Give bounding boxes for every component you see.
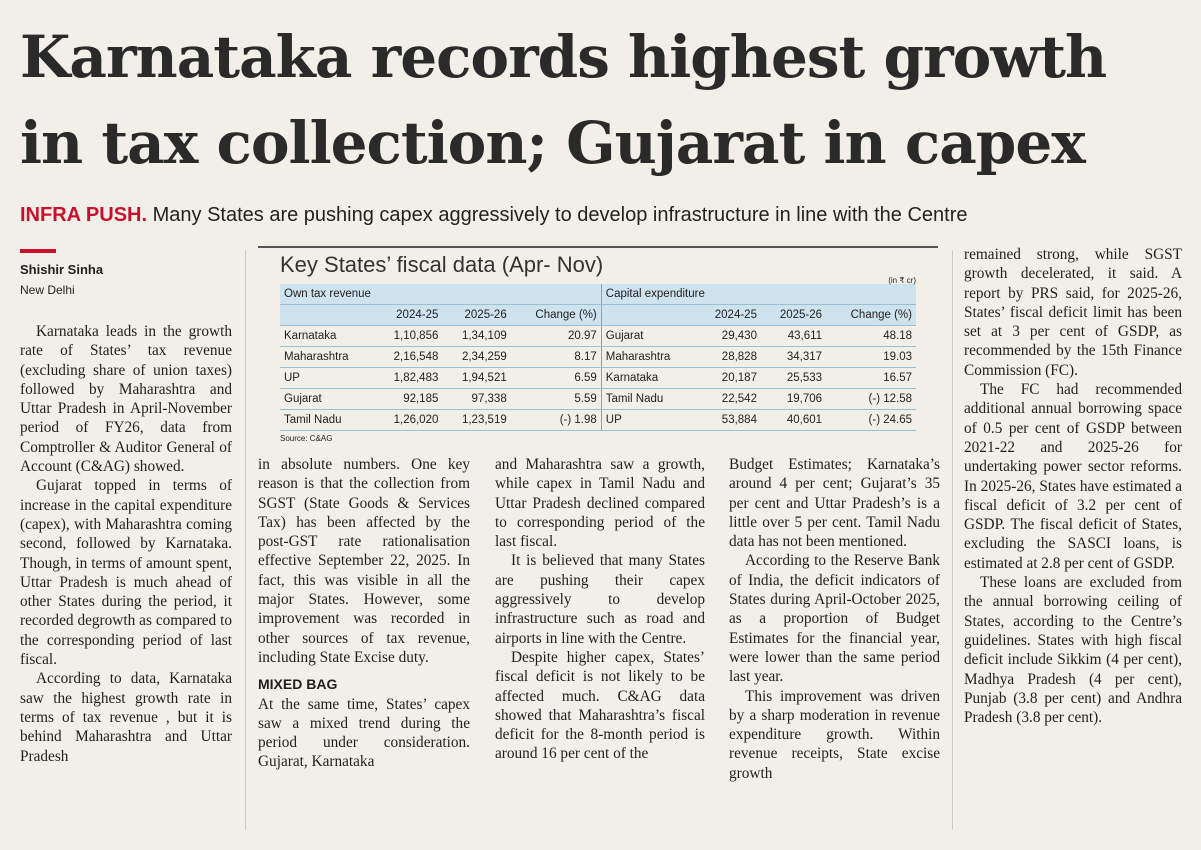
deck-text: Many States are pushing capex aggressive… <box>152 204 968 226</box>
state-name: Karnataka <box>280 325 375 347</box>
state-name: Tamil Nadu <box>601 388 696 410</box>
group-heading: Own tax revenue <box>280 284 602 305</box>
deck: INFRA PUSH. Many States are pushing cape… <box>20 204 968 227</box>
paragraph: It is believed that many States are push… <box>495 552 705 647</box>
table-cell: 53,884 <box>695 409 761 431</box>
fiscal-table-box: Key States’ fiscal data (Apr- Nov) (in ₹… <box>258 252 938 443</box>
state-name: Tamil Nadu <box>280 409 375 431</box>
table-cell: 2,34,259 <box>442 346 511 368</box>
column-divider <box>245 250 246 830</box>
table-cell: 20.97 <box>510 325 602 347</box>
body-column: in absolute numbers. One key reason is t… <box>258 455 470 832</box>
column-divider <box>952 250 953 830</box>
table-cell: 28,828 <box>695 346 761 368</box>
table-cell: 97,338 <box>442 388 511 410</box>
table-group-header: Own tax revenue Capital expenditure <box>280 284 916 305</box>
table-cell: 48.18 <box>826 325 916 347</box>
table-column-header: 2024-25 2025-26 Change (%) 2024-25 2025-26 Ch… <box>280 304 916 326</box>
table-cell: (-) 24.65 <box>826 409 916 431</box>
table-cell: 5.59 <box>510 388 602 410</box>
paragraph: According to the Reserve Bank of India, … <box>729 552 940 686</box>
subhead: MIXED BAG <box>258 676 338 693</box>
table-cell: 1,34,109 <box>442 325 511 347</box>
column-heading: 2024-25 <box>695 304 761 326</box>
table-cell: 40,601 <box>760 409 827 431</box>
table-cell: 34,317 <box>760 346 827 368</box>
fiscal-table: Own tax revenue Capital expenditure 2024-2… <box>280 284 916 431</box>
table-rule <box>258 246 938 248</box>
table-cell: 1,26,020 <box>374 409 443 431</box>
table-cell: 1,94,521 <box>442 367 511 389</box>
state-name: Maharashtra <box>601 346 696 368</box>
column-heading: Change (%) <box>510 304 602 326</box>
table-source: Source: C&AG <box>280 434 333 443</box>
table-row: UP 1,82,483 1,94,521 6.59 Karnataka 20,187 25,… <box>280 367 916 389</box>
table-cell: (-) 1.98 <box>510 409 602 431</box>
column-heading: Change (%) <box>826 304 916 326</box>
column-heading <box>601 304 696 326</box>
table-cell: 20,187 <box>695 367 761 389</box>
paragraph: Budget Estimates; Karnataka’s around 4 p… <box>729 456 940 551</box>
table-cell: 8.17 <box>510 346 602 368</box>
table-row: Gujarat 92,185 97,338 5.59 Tamil Nadu 22,542 1… <box>280 388 916 410</box>
table-cell: 19,706 <box>760 388 827 410</box>
body-column: and Maharashtra saw a growth, while cape… <box>495 455 705 832</box>
paragraph: This improvement was driven by a sharp m… <box>729 687 940 782</box>
body-column: Karnataka leads in the growth rate of St… <box>20 322 232 832</box>
table-row: Maharashtra 2,16,548 2,34,259 8.17 Maharasht… <box>280 346 916 368</box>
byline: Shishir Sinha New Delhi <box>20 262 103 297</box>
paragraph: Gujarat topped in terms of increase in t… <box>20 477 232 669</box>
table-title: Key States’ fiscal data (Apr- Nov) <box>280 252 604 277</box>
headline-line: Karnataka records highest growth <box>20 23 1107 91</box>
table-cell: 22,542 <box>695 388 761 410</box>
paragraph: in absolute numbers. One key reason is t… <box>258 456 470 666</box>
table-cell: 1,82,483 <box>374 367 443 389</box>
column-heading: 2025-26 <box>442 304 511 326</box>
dateline: New Delhi <box>20 283 75 297</box>
paragraph: The FC had recommended additional annual… <box>964 381 1182 572</box>
state-name: Karnataka <box>601 367 696 389</box>
column-heading <box>280 304 375 326</box>
table-cell: 6.59 <box>510 367 602 389</box>
column-heading: 2024-25 <box>374 304 443 326</box>
state-name: Maharashtra <box>280 346 375 368</box>
table-cell: 16.57 <box>826 367 916 389</box>
paragraph: At the same time, States’ capex saw a mi… <box>258 695 470 771</box>
state-name: Gujarat <box>280 388 375 410</box>
group-heading: Capital expenditure <box>601 284 916 305</box>
headline: Karnataka records highest growth in tax … <box>20 14 1190 186</box>
state-name: UP <box>601 409 696 431</box>
table-cell: 1,10,856 <box>374 325 443 347</box>
table-cell: 29,430 <box>695 325 761 347</box>
table-cell: 43,611 <box>760 325 827 347</box>
paragraph: and Maharashtra saw a growth, while cape… <box>495 456 705 551</box>
paragraph: According to data, Karnataka saw the hig… <box>20 670 232 765</box>
author: Shishir Sinha <box>20 262 104 277</box>
body-column: remained strong, while SGST growth decel… <box>964 245 1182 832</box>
table-row: Tamil Nadu 1,26,020 1,23,519 (-) 1.98 UP 53,8… <box>280 409 916 431</box>
table-cell: (-) 12.58 <box>826 388 916 410</box>
table-cell: 19.03 <box>826 346 916 368</box>
table-cell: 2,16,548 <box>374 346 443 368</box>
headline-line: in tax collection; Gujarat in capex <box>20 109 1086 177</box>
column-heading: 2025-26 <box>760 304 827 326</box>
table-unit: (in ₹ cr) <box>888 276 916 285</box>
state-name: Gujarat <box>601 325 696 347</box>
paragraph: These loans are excluded from the annual… <box>964 574 1182 727</box>
state-name: UP <box>280 367 375 389</box>
table-row: Karnataka 1,10,856 1,34,109 20.97 Gujarat 29,… <box>280 325 916 347</box>
body-column: Budget Estimates; Karnataka’s around 4 p… <box>729 455 940 832</box>
table-cell: 1,23,519 <box>442 409 511 431</box>
table-cell: 25,533 <box>760 367 827 389</box>
paragraph: remained strong, while SGST growth decel… <box>964 246 1182 379</box>
kicker: INFRA PUSH. <box>20 204 148 226</box>
paragraph: Despite higher capex, States’ fiscal def… <box>495 648 705 763</box>
paragraph: Karnataka leads in the growth rate of St… <box>20 323 232 476</box>
byline-bar <box>20 249 56 253</box>
table-cell: 92,185 <box>374 388 443 410</box>
